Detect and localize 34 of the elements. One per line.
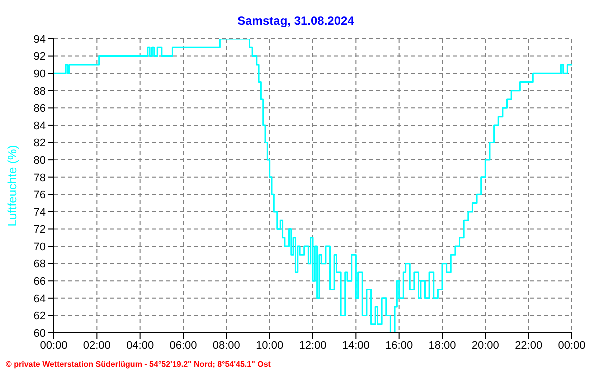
y-tick-label: 92	[34, 51, 46, 64]
x-tick-label: 20:00	[472, 340, 500, 352]
text: © private Wetterstation Süderlügum - 54°52'19.2" Nord; 8°54'45.1" Ost	[6, 360, 271, 369]
x-tick-label: 14:00	[342, 340, 370, 352]
y-axis-title: Luftfeuchte (%)	[5, 145, 20, 227]
x-tick-label: 10:00	[256, 340, 284, 352]
x-tick-label: 18:00	[428, 340, 456, 352]
y-tick-label: 82	[34, 138, 46, 150]
x-tick-label: 22:00	[515, 340, 543, 352]
y-tick-label: 78	[34, 172, 46, 184]
x-tick-label: 02:00	[83, 340, 111, 352]
y-tick-label: 76	[34, 190, 46, 202]
y-tick-label: 62	[34, 310, 46, 323]
x-tick-label: 00:00	[558, 340, 586, 352]
x-tick-label: 00:00	[40, 340, 68, 352]
x-tick-label: 08:00	[212, 340, 240, 352]
y-tick-label: 68	[34, 258, 46, 271]
y-tick-label: 60	[34, 328, 46, 340]
y-tick-label: 64	[34, 293, 46, 306]
y-tick-label: 74	[34, 206, 46, 219]
x-tick-label: 16:00	[386, 340, 414, 352]
x-tick-label: 12:00	[299, 340, 327, 352]
y-tick-label: 88	[34, 86, 46, 98]
x-tick-label: 06:00	[170, 340, 198, 352]
y-tick-label: 90	[34, 68, 46, 80]
y-tick-label: 86	[34, 103, 46, 116]
y-tick-label: 84	[34, 120, 46, 132]
y-tick-label: 80	[34, 154, 46, 167]
y-tick-label: 94	[34, 34, 46, 46]
chart-title: Samstag, 31.08.2024	[236, 14, 356, 28]
y-tick-label: 66	[34, 276, 46, 288]
x-tick-label: 04:00	[126, 340, 154, 352]
y-tick-label: 72	[34, 224, 46, 236]
y-tick-label: 70	[34, 241, 46, 254]
